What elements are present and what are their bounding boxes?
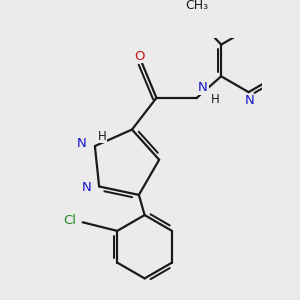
Text: N: N xyxy=(245,94,255,107)
Text: N: N xyxy=(76,137,86,150)
Text: CH₃: CH₃ xyxy=(185,0,208,12)
Text: O: O xyxy=(134,50,144,63)
Text: H: H xyxy=(98,130,106,142)
Text: N: N xyxy=(82,182,92,194)
Text: N: N xyxy=(198,81,208,94)
Text: H: H xyxy=(211,93,220,106)
Text: Cl: Cl xyxy=(63,214,76,227)
